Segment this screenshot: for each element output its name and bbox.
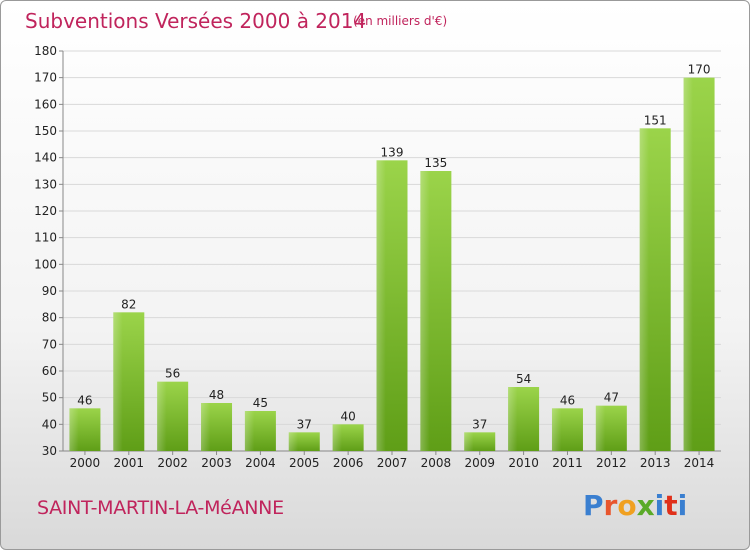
bar-value-label: 139 [381, 145, 404, 159]
y-tick-label: 30 [42, 444, 57, 458]
bar-value-label: 170 [688, 63, 711, 77]
bar-value-label: 47 [604, 391, 619, 405]
y-tick-label: 80 [42, 311, 57, 325]
bar-highlight-2009 [464, 432, 496, 451]
bars: 46 82 56 48 45 37 40 139 135 37 54 46 47 151 170 [69, 63, 715, 452]
bar-highlight-2012 [595, 405, 627, 451]
x-tick-label: 2008 [421, 456, 452, 470]
x-axis: 2000 2001 2002 2003 2004 2005 2006 2007 2008 2009… [70, 451, 715, 470]
y-tick-label: 100 [34, 257, 57, 271]
y-tick-label: 170 [34, 71, 57, 85]
proxiti-logo: Proxiti [583, 489, 687, 522]
y-tick-label: 110 [34, 231, 57, 245]
y-tick-label: 180 [34, 44, 57, 58]
bar-value-label: 82 [121, 297, 136, 311]
bar-highlight-2007 [376, 160, 408, 452]
bar-value-label: 37 [472, 417, 487, 431]
y-tick-label: 150 [34, 124, 57, 138]
bar-highlight-2005 [288, 432, 320, 451]
y-tick-label: 120 [34, 204, 57, 218]
bar-value-label: 46 [77, 393, 92, 407]
bar-highlight-2006 [332, 424, 364, 451]
chart-unit-label: (en milliers d'€) [353, 14, 448, 28]
bar-value-label: 54 [516, 372, 531, 386]
logo-letter: i [677, 489, 688, 522]
x-tick-label: 2009 [464, 456, 495, 470]
commune-name: SAINT-MARTIN-LA-MéANNE [37, 497, 284, 519]
logo-letter: x [636, 489, 655, 522]
y-tick-label: 50 [42, 391, 57, 405]
x-tick-label: 2002 [157, 456, 188, 470]
x-tick-label: 2006 [333, 456, 364, 470]
y-tick-label: 130 [34, 177, 57, 191]
x-tick-label: 2004 [245, 456, 276, 470]
bar-value-label: 37 [297, 417, 312, 431]
logo-letter: t [664, 489, 678, 522]
x-tick-label: 2010 [508, 456, 539, 470]
bar-highlight-2008 [420, 171, 452, 451]
bar-highlight-2003 [201, 403, 233, 451]
bar-value-label: 46 [560, 393, 575, 407]
x-tick-label: 2012 [596, 456, 627, 470]
bar-highlight-2001 [113, 312, 145, 451]
logo-letter: r [603, 489, 618, 522]
bar-highlight-2000 [69, 408, 101, 451]
y-tick-label: 90 [42, 284, 57, 298]
bar-highlight-2014 [683, 77, 715, 452]
chart-title: Subventions Versées 2000 à 2014 [25, 9, 367, 33]
bar-value-label: 56 [165, 367, 180, 381]
x-tick-label: 2013 [640, 456, 671, 470]
logo-letter: i [654, 489, 665, 522]
x-tick-label: 2003 [201, 456, 232, 470]
x-tick-label: 2005 [289, 456, 320, 470]
bar-value-label: 135 [424, 156, 447, 170]
y-tick-label: 60 [42, 364, 57, 378]
y-tick-label: 40 [42, 417, 57, 431]
y-tick-label: 160 [34, 97, 57, 111]
bar-highlight-2010 [508, 387, 540, 451]
x-tick-label: 2014 [684, 456, 715, 470]
bar-value-label: 151 [644, 113, 667, 127]
logo-letter: o [617, 489, 637, 522]
bar-value-label: 40 [340, 409, 355, 423]
bar-value-label: 48 [209, 388, 224, 402]
bar-highlight-2004 [244, 411, 276, 451]
logo-letter: P [583, 489, 604, 522]
x-tick-label: 2007 [377, 456, 408, 470]
bar-highlight-2013 [639, 128, 671, 451]
x-tick-label: 2011 [552, 456, 583, 470]
y-tick-label: 70 [42, 337, 57, 351]
bar-value-label: 45 [253, 396, 268, 410]
y-tick-label: 140 [34, 151, 57, 165]
x-tick-label: 2000 [70, 456, 101, 470]
bar-highlight-2002 [157, 381, 189, 451]
bar-highlight-2011 [551, 408, 583, 451]
x-tick-label: 2001 [114, 456, 145, 470]
